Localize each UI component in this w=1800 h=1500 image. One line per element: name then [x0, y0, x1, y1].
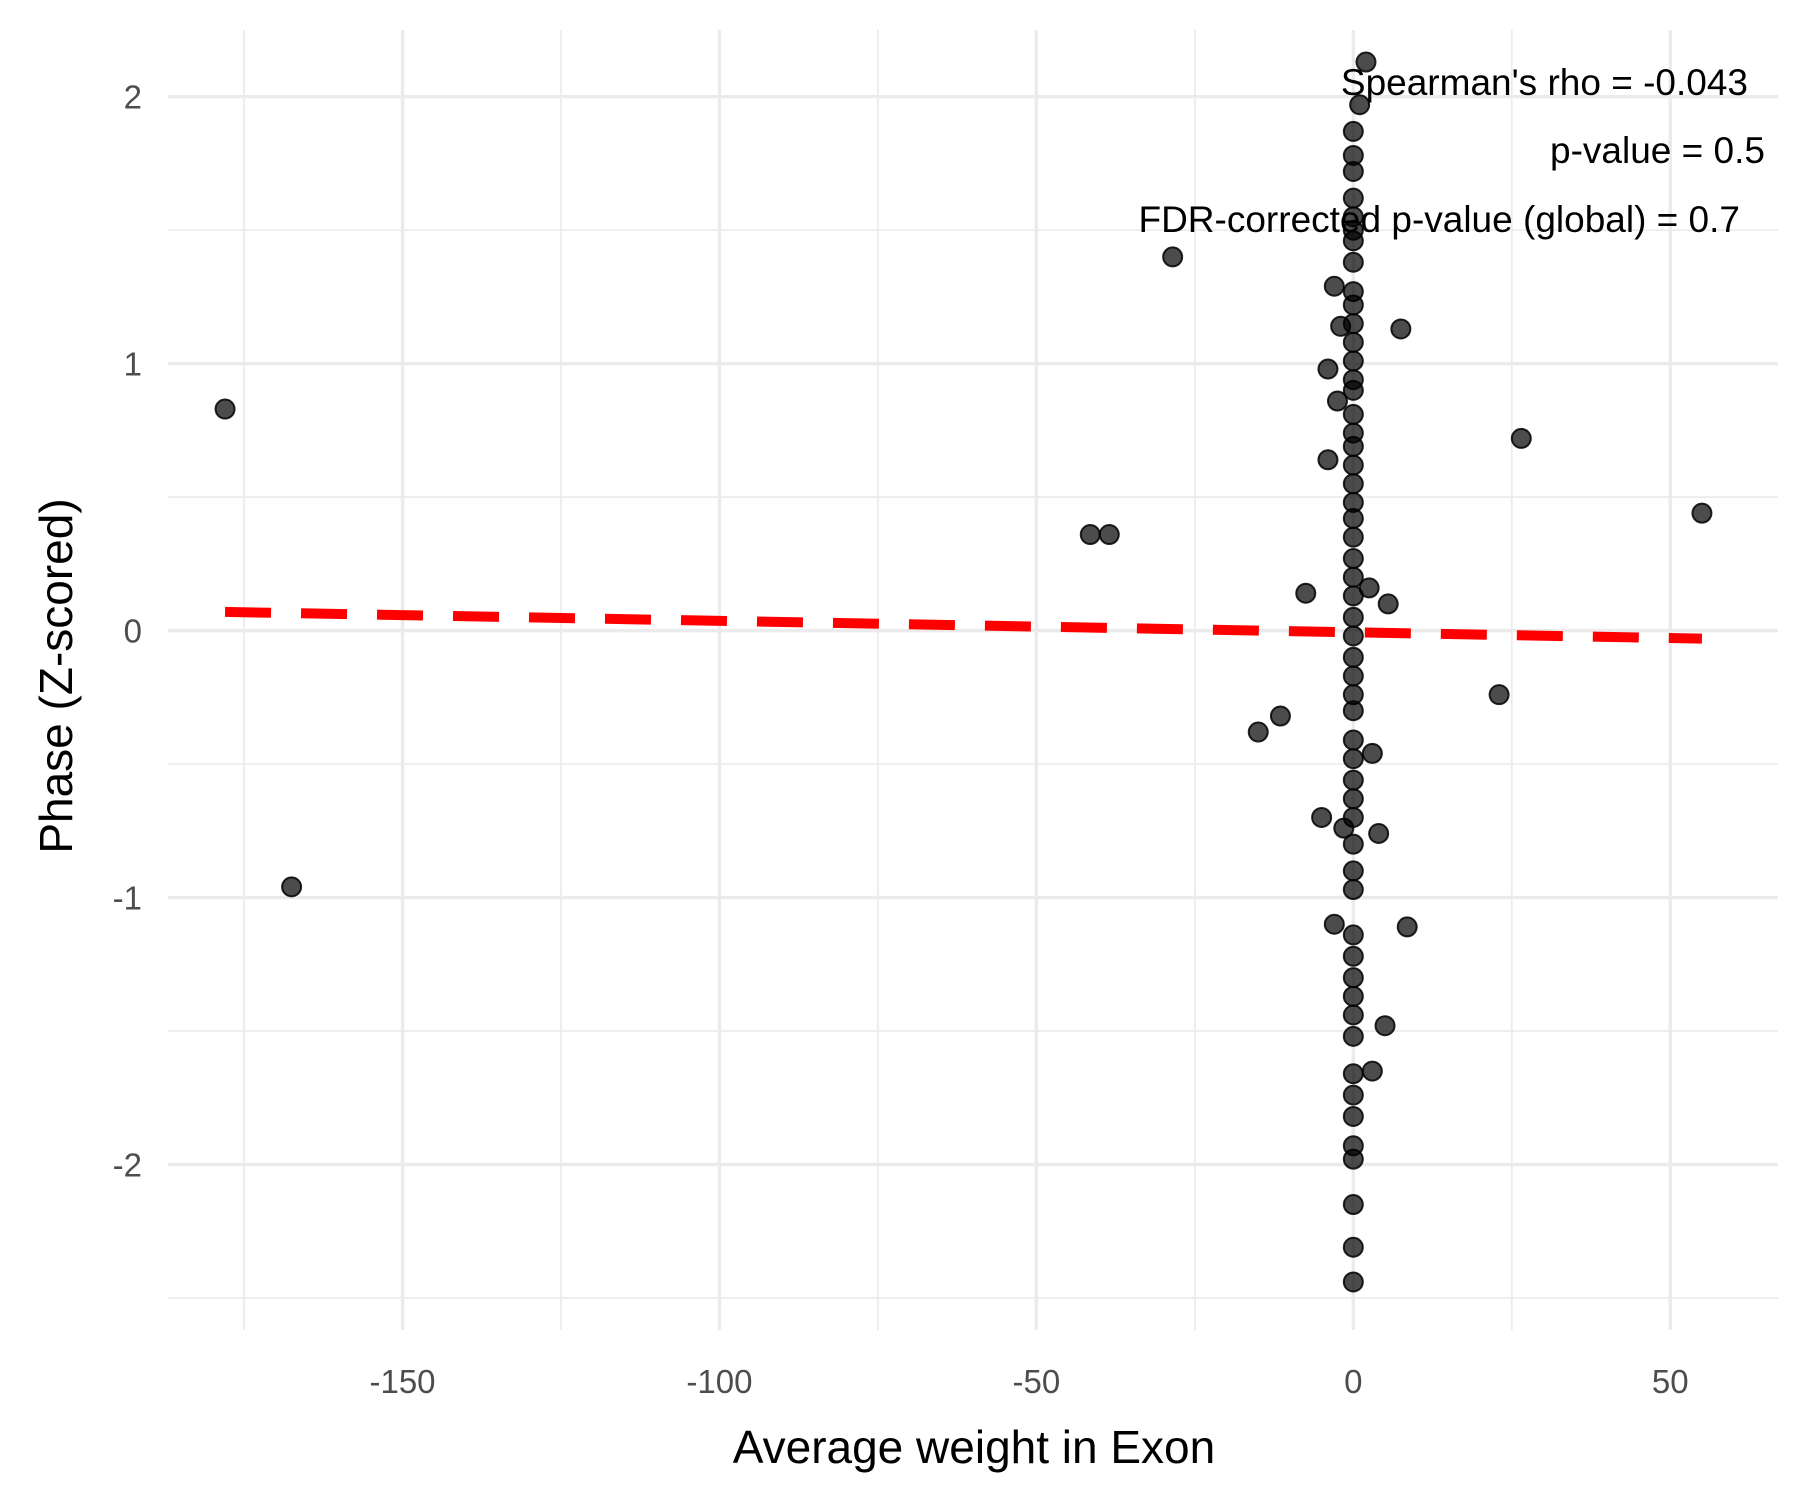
data-point	[1342, 1148, 1364, 1170]
data-point	[1342, 1271, 1364, 1293]
data-point	[1342, 313, 1364, 335]
data-point	[1326, 390, 1348, 412]
data-point	[1342, 806, 1364, 828]
trend-line-layer	[224, 606, 1703, 644]
data-point	[1342, 435, 1364, 457]
data-point	[1349, 94, 1371, 116]
data-point	[1342, 230, 1364, 252]
data-point	[1342, 1084, 1364, 1106]
data-point	[1342, 625, 1364, 647]
data-point	[1342, 1194, 1364, 1216]
data-point	[1342, 879, 1364, 901]
data-point	[1317, 358, 1339, 380]
y-tick-label: 1	[124, 346, 142, 383]
data-point	[1342, 160, 1364, 182]
data-point	[1396, 916, 1418, 938]
data-point	[1510, 427, 1532, 449]
y-tick-label: 2	[124, 79, 142, 116]
data-point	[1098, 524, 1120, 546]
data-point	[1342, 1025, 1364, 1047]
data-point	[1342, 860, 1364, 882]
data-point	[1079, 524, 1101, 546]
data-point	[1342, 473, 1364, 495]
y-tick-label: -1	[113, 880, 142, 917]
x-tick-label: -150	[369, 1363, 435, 1400]
data-point	[1247, 721, 1269, 743]
x-tick-label: -50	[1013, 1363, 1061, 1400]
data-point	[1342, 585, 1364, 607]
annotation-fdr-p-value: FDR-corrected p-value (global) = 0.7	[1138, 199, 1740, 240]
data-point	[1374, 1015, 1396, 1037]
y-tick-labels: -2 -1 0 1 2	[113, 79, 142, 1184]
data-point	[1342, 508, 1364, 530]
data-point	[1342, 788, 1364, 810]
data-point	[1355, 51, 1377, 73]
x-tick-label: -100	[686, 1363, 752, 1400]
data-point	[1342, 833, 1364, 855]
data-point	[1311, 806, 1333, 828]
data-point	[1342, 526, 1364, 548]
data-point	[1342, 967, 1364, 989]
data-point	[1390, 318, 1412, 340]
data-point	[1361, 1060, 1383, 1082]
data-point	[1361, 742, 1383, 764]
data-point	[1162, 246, 1184, 268]
data-point	[1342, 1236, 1364, 1258]
data-point	[1323, 913, 1345, 935]
data-point	[281, 876, 303, 898]
data-point	[1377, 593, 1399, 615]
data-point	[214, 398, 236, 420]
data-point	[1342, 945, 1364, 967]
data-point	[1488, 684, 1510, 706]
data-point	[1342, 350, 1364, 372]
x-tick-labels: -150 -100 -50 0 50	[369, 1363, 1688, 1400]
data-point	[1295, 582, 1317, 604]
x-tick-label: 50	[1652, 1363, 1689, 1400]
data-point	[1342, 294, 1364, 316]
data-point	[1691, 502, 1713, 524]
y-tick-label: 0	[124, 613, 142, 650]
y-tick-label: -2	[113, 1146, 142, 1183]
data-point	[1342, 251, 1364, 273]
data-point	[1342, 729, 1364, 751]
data-point	[1342, 646, 1364, 668]
data-point	[1342, 985, 1364, 1007]
x-tick-label: 0	[1344, 1363, 1362, 1400]
data-point	[1342, 748, 1364, 770]
data-point	[1317, 449, 1339, 471]
y-axis-title: Phase (Z-scored)	[30, 498, 82, 853]
data-point	[1342, 454, 1364, 476]
data-point	[1342, 120, 1364, 142]
data-point	[1342, 769, 1364, 791]
data-point	[1368, 822, 1390, 844]
data-point	[1342, 379, 1364, 401]
data-point	[1342, 566, 1364, 588]
data-points	[214, 51, 1713, 1293]
data-point	[1342, 403, 1364, 425]
data-point	[1269, 705, 1291, 727]
data-point	[1342, 548, 1364, 570]
annotation-p-value: p-value = 0.5	[1550, 130, 1765, 171]
data-point	[1342, 1105, 1364, 1127]
data-point	[1342, 700, 1364, 722]
data-point	[1342, 924, 1364, 946]
annotation-spearman: Spearman's rho = -0.043	[1341, 62, 1748, 103]
data-point	[1342, 1063, 1364, 1085]
trend-line	[224, 606, 1703, 644]
x-axis-title: Average weight in Exon	[733, 1421, 1215, 1473]
data-point	[1342, 665, 1364, 687]
data-point	[1342, 331, 1364, 353]
data-point	[1342, 1004, 1364, 1026]
data-point	[1342, 606, 1364, 628]
data-point	[1323, 275, 1345, 297]
